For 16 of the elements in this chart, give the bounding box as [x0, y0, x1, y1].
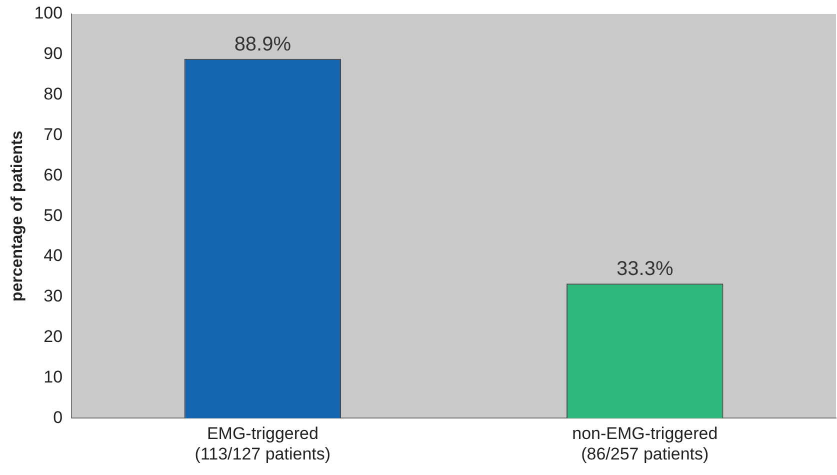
y-tick-label: 0: [53, 408, 63, 427]
y-axis-title: percentage of patients: [9, 130, 26, 302]
y-tick-label: 100: [34, 4, 63, 23]
y-tick-label: 10: [44, 367, 63, 386]
y-tick-label: 20: [44, 327, 63, 346]
x-tick-label: non-EMG-triggered (86/257 patients): [572, 424, 718, 464]
data-label: 88.9%: [234, 33, 292, 56]
y-tick-label: 30: [44, 286, 63, 306]
y-tick-label: 50: [44, 206, 63, 225]
y-tick-label: 80: [44, 84, 63, 104]
x-tick-label: EMG-triggered (113/127 patients): [194, 424, 331, 464]
y-tick-label: 70: [44, 124, 63, 144]
y-tick-label: 60: [44, 165, 63, 184]
data-label: 33.3%: [616, 258, 674, 280]
y-tick-label: 40: [44, 246, 63, 266]
y-tick-label: 90: [44, 44, 63, 64]
